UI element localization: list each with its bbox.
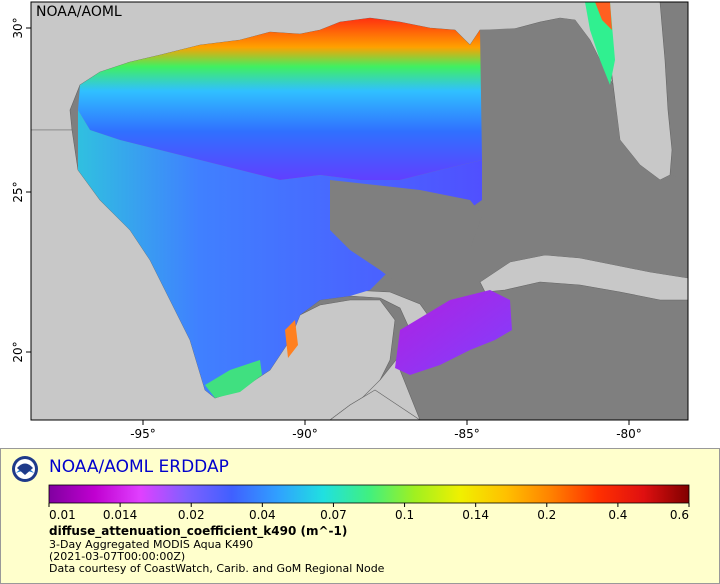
data-gulf-north [78,18,482,180]
colorbar-tick-label: 0.07 [320,508,347,522]
x-axis: -95° -90° -85° -80° [130,420,642,441]
colorbar-tick-label: 0.01 [49,508,76,522]
data-gulf-southeast [330,180,482,285]
y-tick-label: 25° [11,181,25,202]
noaa-logo-icon [12,456,38,482]
map-frame: -95° -90° -85° -80° 30° 25° 20° NOAA/AOM… [0,0,720,448]
x-tick-label: -90° [292,427,318,441]
data-caribbean [395,290,512,375]
colorbar-gradient [48,484,690,504]
variable-name: diffuse_attenuation_coefficient_k490 (m^… [49,524,348,538]
dataset-description: 3-Day Aggregated MODIS Aqua K490 [49,538,254,551]
data-yucatan-coast [285,320,298,358]
map-watermark: NOAA/AOML [36,4,122,20]
colorbar-tick-label: 0.14 [462,508,489,522]
legend-panel: NOAA/AOML ERDDAP 0.01 0.014 0.02 0.04 0.07 0.… [0,448,720,584]
colorbar-tick-label: 0.04 [249,508,276,522]
colorbar-tick-label: 0.014 [103,508,137,522]
y-tick-label: 30° [11,17,25,38]
data-gulf-west [78,110,482,398]
x-tick-label: -95° [130,427,156,441]
colorbar-tick-label: 0.1 [395,508,414,522]
map-canvas[interactable]: -95° -90° -85° -80° 30° 25° 20° [0,0,720,448]
data-veracruz-coast [205,360,262,398]
y-axis: 30° 25° 20° [11,17,31,363]
x-tick-label: -85° [454,427,480,441]
plot-frame [30,1,689,421]
colorbar-ticks: 0.01 0.014 0.02 0.04 0.07 0.1 0.14 0.2 0.4 0.6 [48,503,690,522]
colorbar-tick-label: 0.2 [537,508,556,522]
data-florida-east-hot [595,2,612,30]
colorbar-tick-label: 0.02 [178,508,205,522]
nodata-east [480,18,688,282]
colorbar-tick-label: 0.4 [608,508,627,522]
colorbar: 0.01 0.014 0.02 0.04 0.07 0.1 0.14 0.2 0.4 0.6 [48,484,690,522]
x-tick-label: -80° [616,427,642,441]
colorbar-tick-label: 0.6 [670,508,689,522]
attribution: Data courtesy of CoastWatch, Carib. and … [49,562,385,575]
erddap-title: NOAA/AOML ERDDAP [49,457,229,477]
timestamp: (2021-03-07T00:00:00Z) [49,550,186,563]
y-tick-label: 20° [11,341,25,362]
